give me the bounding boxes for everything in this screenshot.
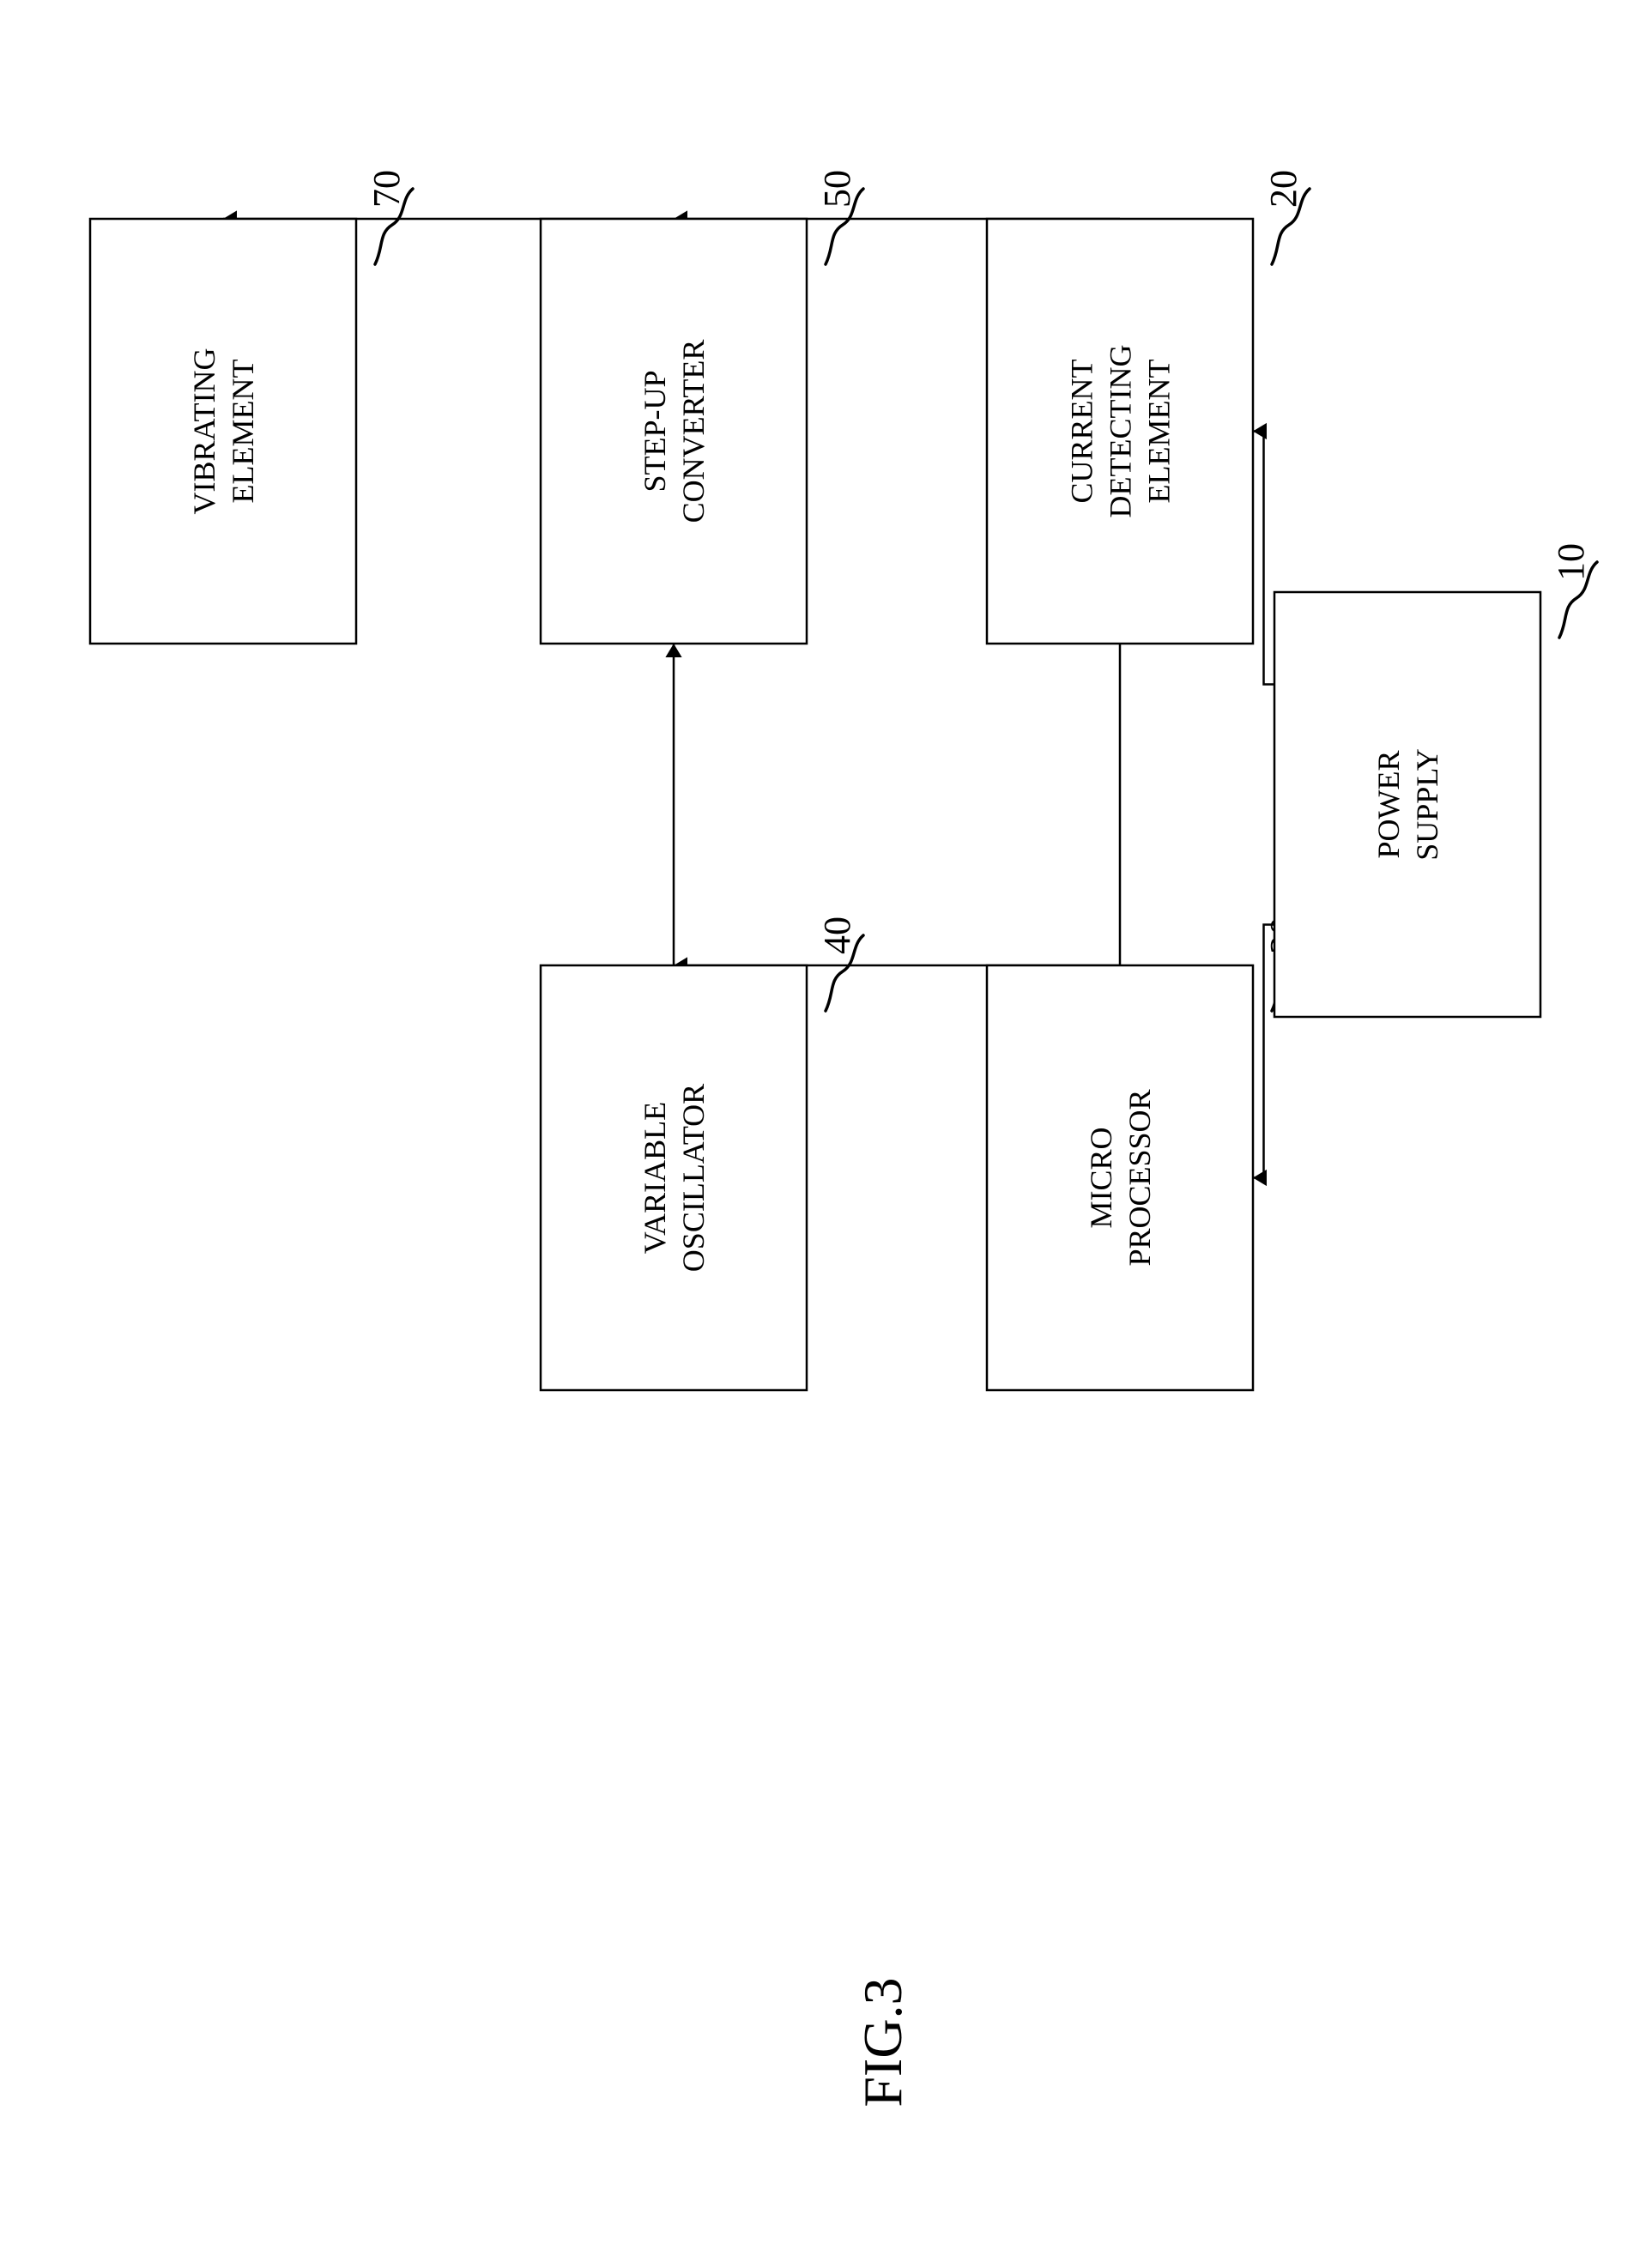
current-label-line: ELEMENT xyxy=(1142,360,1177,504)
variable-box xyxy=(541,965,807,1390)
variable-ref: 40 xyxy=(816,916,858,954)
arrow-head xyxy=(1253,423,1267,439)
power-box xyxy=(1274,592,1540,1017)
arrow-head xyxy=(1253,1170,1267,1186)
variable-label-line: OSCILLATOR xyxy=(676,1084,711,1272)
stepup-box xyxy=(541,219,807,644)
stepup-label-line: CONVERTER xyxy=(676,340,711,523)
current-label-line: DETECTING xyxy=(1104,345,1138,518)
stepup-ref: 50 xyxy=(816,170,858,208)
connector-bent xyxy=(1253,925,1274,1178)
current-label-line: CURRENT xyxy=(1065,359,1099,503)
micro-box xyxy=(987,965,1253,1390)
power-label-line: SUPPLY xyxy=(1410,748,1444,860)
micro-label-line: MICRO xyxy=(1084,1127,1118,1228)
variable-label-line: VARIABLE xyxy=(638,1102,672,1254)
figure-caption: FIG.3 xyxy=(852,1977,913,2107)
block-diagram: VIBRATINGELEMENT70STEP-UPCONVERTER50CURR… xyxy=(0,0,1652,2262)
vibrating-ref: 70 xyxy=(366,170,408,208)
current-label: CURRENTDETECTINGELEMENT xyxy=(1065,345,1177,518)
current-ref: 20 xyxy=(1262,170,1304,208)
micro-label-line: PROCESSOR xyxy=(1123,1089,1157,1266)
stepup-label-line: STEP-UP xyxy=(638,370,672,492)
power-label-line: POWER xyxy=(1371,751,1406,859)
power-ref: 10 xyxy=(1550,543,1592,581)
vibrating-box xyxy=(90,219,356,644)
vibrating-label-line: ELEMENT xyxy=(226,360,260,504)
vibrating-label-line: VIBRATING xyxy=(187,348,221,515)
connector-bent xyxy=(1253,432,1274,685)
arrow-head xyxy=(665,644,681,657)
